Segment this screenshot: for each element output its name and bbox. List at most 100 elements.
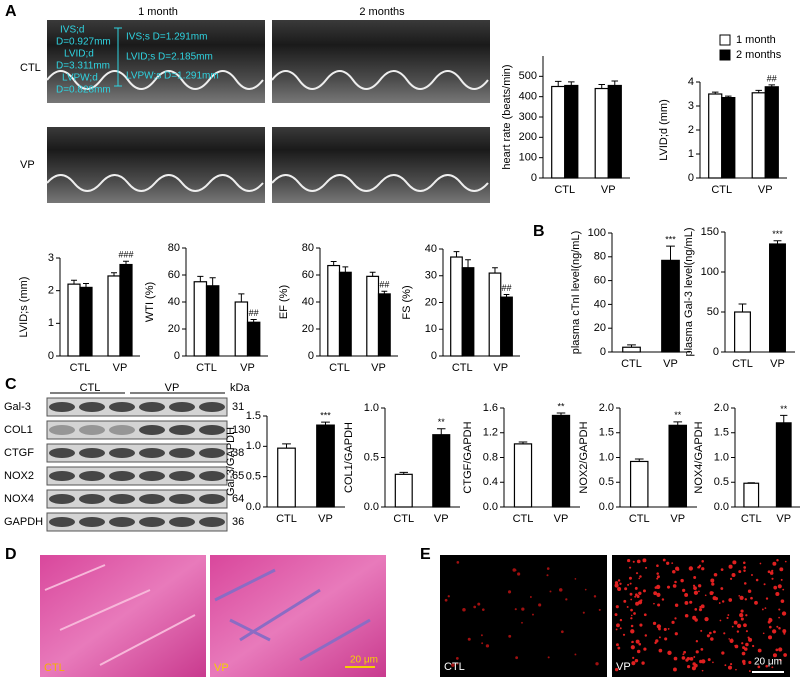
dot — [645, 566, 648, 569]
dot — [748, 670, 751, 672]
dot — [776, 625, 779, 628]
error-bar — [282, 443, 291, 449]
blot-band — [169, 448, 195, 458]
dot — [778, 626, 781, 630]
bar — [432, 434, 451, 508]
dot — [653, 602, 655, 605]
error-bar — [780, 414, 788, 423]
dot — [706, 634, 710, 638]
dot — [477, 602, 481, 606]
error-bar — [123, 260, 129, 265]
dot — [775, 648, 779, 652]
dot — [667, 628, 670, 630]
dot — [630, 608, 633, 612]
bar — [394, 473, 413, 508]
y-tick-label: 30 — [425, 270, 437, 282]
dot — [695, 640, 699, 643]
dot — [727, 614, 730, 616]
y-tick-label: 1.0 — [246, 440, 261, 452]
dot — [693, 590, 699, 595]
dot — [710, 578, 715, 583]
y-axis-label: NOX4/GAPDH — [693, 421, 705, 493]
blot-band — [109, 402, 135, 412]
dot — [683, 650, 686, 654]
blot-band — [139, 425, 165, 435]
dot — [672, 584, 677, 588]
dot — [701, 560, 704, 563]
dot — [656, 624, 662, 629]
dot — [764, 607, 767, 610]
blot-kda: 38 — [232, 447, 244, 459]
dot — [684, 613, 689, 618]
dot — [726, 616, 729, 620]
y-tick-label: 4 — [688, 76, 694, 88]
blot-band — [79, 425, 105, 435]
legend-swatch — [719, 49, 731, 61]
dot — [765, 664, 769, 668]
y-tick-label: 0.0 — [246, 501, 261, 513]
western-blot: Gal-3 31 COL1 130 CTGF 38 NOX2 65 NOX4 64 GAPDH 36 — [4, 397, 250, 532]
error-bar — [554, 80, 562, 87]
y-tick-label: 0 — [688, 172, 694, 184]
significance: ** — [438, 417, 446, 427]
y-tick-label: 0.0 — [599, 501, 614, 513]
echo-image — [272, 127, 490, 203]
dot — [642, 558, 647, 563]
scale-label: 20 μm — [754, 657, 782, 668]
dot — [666, 585, 671, 589]
dot — [673, 667, 677, 672]
dot — [546, 567, 550, 570]
dot — [574, 578, 577, 580]
fluorescence-label: VP — [616, 661, 631, 673]
bar — [594, 87, 609, 179]
dot — [653, 592, 657, 596]
y-axis-label: LVID;s (mm) — [18, 277, 30, 338]
dot — [447, 595, 450, 598]
blot-band — [169, 494, 195, 504]
dot — [456, 662, 459, 665]
x-tick-label: VP — [318, 513, 333, 525]
significance: ## — [502, 283, 512, 293]
bar — [119, 263, 133, 357]
dot — [615, 605, 619, 609]
dot — [634, 586, 638, 590]
histology-label: VP — [214, 662, 229, 674]
dot — [732, 560, 737, 565]
x-tick-label: CTL — [741, 513, 762, 525]
dot — [742, 659, 746, 664]
dot — [627, 583, 630, 586]
blot-band — [199, 517, 225, 527]
y-tick-label: 1 — [48, 317, 54, 329]
x-tick-label: CTL — [393, 513, 414, 525]
dot — [485, 644, 490, 648]
dot — [565, 598, 568, 601]
bar — [551, 85, 566, 179]
dot — [622, 633, 626, 636]
bar — [513, 443, 533, 508]
dot — [694, 618, 698, 622]
y-tick-label: 20 — [168, 323, 180, 335]
dot — [633, 612, 636, 615]
dot — [643, 647, 647, 651]
x-tick-label: VP — [663, 358, 678, 370]
echo-annotation: IVS;d — [60, 25, 84, 36]
dot — [462, 607, 466, 612]
y-tick-label: 3 — [688, 100, 694, 112]
y-tick-label: 0 — [48, 350, 54, 362]
dot — [532, 613, 534, 616]
dot — [704, 594, 707, 597]
dot — [738, 570, 742, 573]
dot — [692, 662, 696, 666]
dot — [776, 558, 779, 562]
x-tick-label: CTL — [452, 362, 473, 374]
y-tick-label: 20 — [594, 322, 606, 334]
dot — [629, 582, 632, 585]
dot — [638, 642, 642, 646]
error-bar — [399, 471, 408, 475]
dot — [777, 584, 782, 589]
fluorescence-label: CTL — [444, 661, 465, 673]
row-label: CTL — [20, 62, 41, 74]
dot — [636, 649, 641, 654]
blot-label: GAPDH — [4, 516, 43, 528]
